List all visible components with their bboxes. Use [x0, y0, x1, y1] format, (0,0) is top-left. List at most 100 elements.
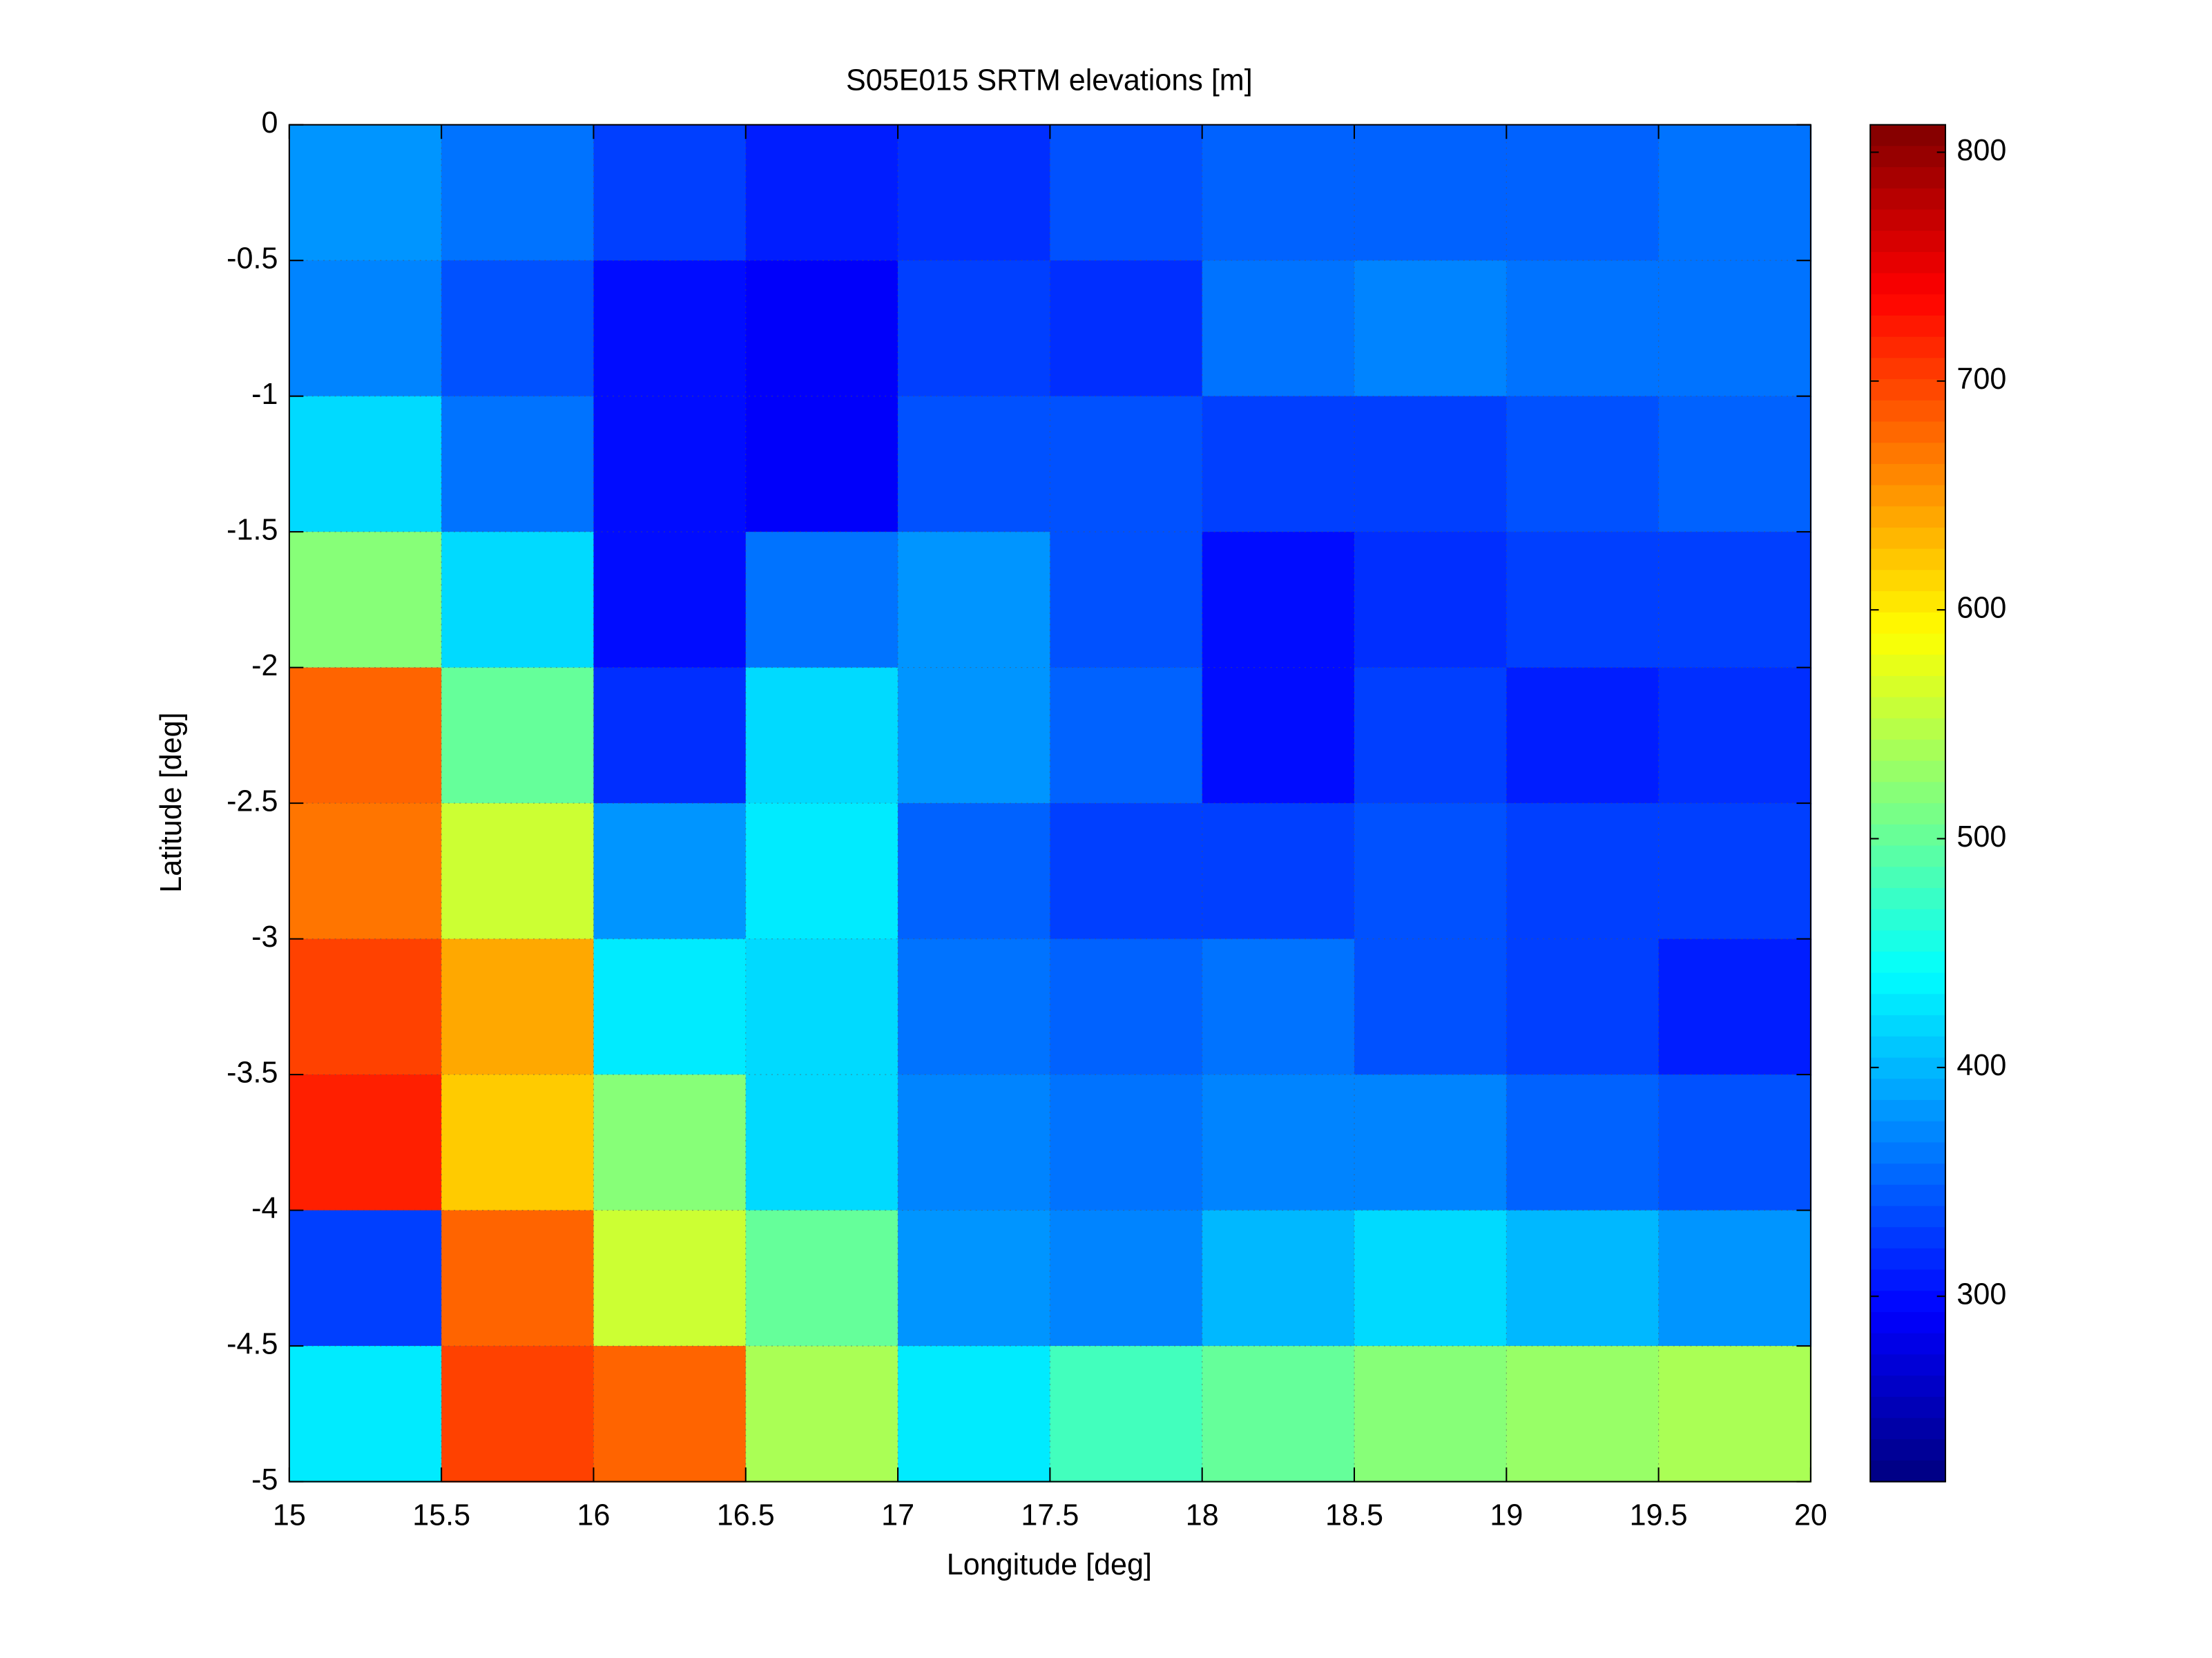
y-tick-label: -1.5 [227, 514, 278, 547]
heatmap-cell [1506, 938, 1660, 1076]
heatmap-cell [441, 124, 595, 262]
colorbar-segment [1870, 209, 1945, 232]
heatmap-cell [593, 1074, 747, 1211]
colorbar-segment [1870, 251, 1945, 274]
heatmap-cell [289, 938, 443, 1076]
colorbar-segment [1870, 146, 1945, 168]
heatmap-cell [1354, 1210, 1508, 1347]
heatmap-cell [289, 260, 443, 397]
heatmap-cell [745, 667, 899, 804]
colorbar-tick-label: 600 [1956, 592, 2006, 625]
heatmap-cell [745, 938, 899, 1076]
heatmap-cell [1658, 803, 1812, 940]
colorbar-segment [1870, 1184, 1945, 1207]
colorbar-segment [1870, 930, 1945, 953]
heatmap-cell [1050, 532, 1203, 668]
heatmap-cell [898, 532, 1051, 668]
colorbar-tick-label: 400 [1956, 1049, 2006, 1082]
heatmap-cell [1658, 938, 1812, 1076]
colorbar-tick-label: 700 [1956, 363, 2006, 396]
x-tick-label: 20 [1794, 1498, 1827, 1532]
heatmap-cell [745, 803, 899, 940]
heatmap-cell [1050, 1074, 1203, 1211]
heatmap-cell [593, 396, 747, 533]
colorbar-segment [1870, 463, 1945, 486]
heatmap-cell [1050, 124, 1203, 262]
colorbar-segment [1870, 358, 1945, 380]
colorbar-segment [1870, 315, 1945, 338]
heatmap-cell [745, 260, 899, 397]
y-tick-label: -2 [251, 649, 278, 682]
heatmap-cell [289, 803, 443, 940]
heatmap-cell [1202, 532, 1356, 668]
heatmap-cell [898, 124, 1051, 262]
heatmap-cell [1202, 803, 1356, 940]
heatmap-cell [1506, 1074, 1660, 1211]
colorbar-segment [1870, 1099, 1945, 1122]
heatmap-cell [593, 938, 747, 1076]
heatmap-cell [745, 1074, 899, 1211]
y-tick-label: -3 [251, 920, 278, 954]
colorbar-segment [1870, 167, 1945, 189]
heatmap-cell [1050, 396, 1203, 533]
colorbar-segment [1870, 994, 1945, 1016]
heatmap-cell [289, 1210, 443, 1347]
colorbar-segment [1870, 909, 1945, 932]
heatmap-cell [1050, 803, 1203, 940]
heatmap-cell [1354, 396, 1508, 533]
heatmap-cell [441, 532, 595, 668]
heatmap-cell [1354, 532, 1508, 668]
colorbar-segment [1870, 612, 1945, 635]
heatmap-cell [1202, 1210, 1356, 1347]
heatmap-cell [1506, 667, 1660, 804]
colorbar-segment [1870, 633, 1945, 656]
heatmap-cell [1050, 260, 1203, 397]
heatmap-cell [1354, 124, 1508, 262]
colorbar-segment [1870, 697, 1945, 720]
heatmap-cell [1506, 260, 1660, 397]
y-tick-label: -4 [251, 1192, 278, 1225]
heatmap-cell [289, 124, 443, 262]
heatmap-cell [1202, 1074, 1356, 1211]
heatmap-cell [441, 803, 595, 940]
heatmap-cell [593, 803, 747, 940]
heatmap-cell [745, 124, 899, 262]
heatmap-cell [1354, 1346, 1508, 1483]
colorbar-segment [1870, 1396, 1945, 1419]
colorbar-segment [1870, 824, 1945, 847]
heatmap-cell [1658, 260, 1812, 397]
x-tick-label: 15.5 [412, 1498, 470, 1532]
y-tick-label: -4.5 [227, 1327, 278, 1360]
colorbar-segment [1870, 1418, 1945, 1440]
heatmap-cell [1506, 803, 1660, 940]
heatmap-cell [1658, 396, 1812, 533]
colorbar-segment [1870, 845, 1945, 868]
heatmap-cell [441, 1210, 595, 1347]
colorbar-tick-label: 500 [1956, 820, 2006, 854]
heatmap-cell [593, 1210, 747, 1347]
colorbar-segment [1870, 867, 1945, 889]
heatmap-cell [1050, 1346, 1203, 1483]
heatmap-cell [1658, 667, 1812, 804]
heatmap-cell [1202, 396, 1356, 533]
chart-title: S05E015 SRTM elevations [m] [846, 64, 1253, 97]
heatmap-cell [1658, 124, 1812, 262]
heatmap-cell [289, 1346, 443, 1483]
colorbar-segment [1870, 548, 1945, 571]
colorbar-segment [1870, 782, 1945, 804]
colorbar-segment [1870, 379, 1945, 401]
x-tick-label: 16 [577, 1498, 610, 1532]
y-tick-label: -0.5 [227, 242, 278, 276]
colorbar-segment [1870, 887, 1945, 910]
heatmap-cell [1202, 124, 1356, 262]
colorbar-segment [1870, 1142, 1945, 1165]
y-tick-label: -1 [251, 378, 278, 411]
heatmap-cell [745, 396, 899, 533]
colorbar-segment [1870, 952, 1945, 974]
colorbar-segment [1870, 675, 1945, 698]
heatmap-cell [745, 1346, 899, 1483]
x-tick-label: 19.5 [1630, 1498, 1688, 1532]
colorbar-segment [1870, 421, 1945, 444]
colorbar-segment [1870, 803, 1945, 825]
